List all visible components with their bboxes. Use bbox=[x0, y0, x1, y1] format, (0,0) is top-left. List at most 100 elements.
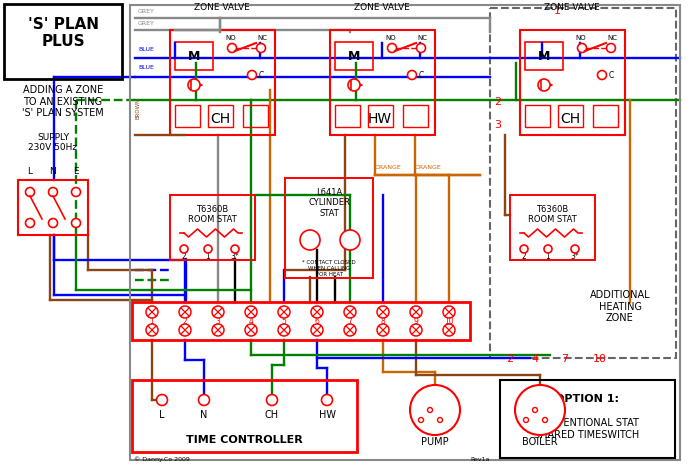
Text: C: C bbox=[419, 71, 424, 80]
Circle shape bbox=[26, 188, 34, 197]
Bar bbox=[368, 105, 393, 127]
Circle shape bbox=[322, 395, 333, 405]
Circle shape bbox=[443, 324, 455, 336]
Circle shape bbox=[179, 306, 191, 318]
Text: OPTION 1:: OPTION 1: bbox=[555, 394, 619, 404]
Text: N: N bbox=[200, 410, 208, 420]
Bar bbox=[490, 8, 676, 358]
Text: GREY: GREY bbox=[138, 21, 155, 26]
Circle shape bbox=[388, 44, 397, 52]
Circle shape bbox=[311, 306, 323, 318]
Bar bbox=[593, 105, 618, 127]
Circle shape bbox=[520, 245, 528, 253]
Text: 1: 1 bbox=[546, 252, 551, 261]
Bar bbox=[208, 105, 233, 127]
Circle shape bbox=[437, 417, 442, 423]
Text: L: L bbox=[437, 416, 442, 424]
Bar bbox=[170, 30, 275, 135]
Text: M: M bbox=[188, 51, 200, 64]
Text: V4043H
ZONE VALVE: V4043H ZONE VALVE bbox=[544, 0, 600, 12]
Text: NC: NC bbox=[417, 35, 427, 41]
Bar bbox=[335, 105, 360, 127]
Circle shape bbox=[266, 395, 277, 405]
Text: NO: NO bbox=[226, 35, 236, 41]
Circle shape bbox=[544, 245, 552, 253]
Circle shape bbox=[348, 79, 360, 91]
Circle shape bbox=[344, 306, 356, 318]
Circle shape bbox=[228, 44, 237, 52]
Text: 5: 5 bbox=[282, 316, 286, 326]
Circle shape bbox=[204, 245, 212, 253]
Bar bbox=[175, 105, 200, 127]
Bar bbox=[335, 42, 373, 70]
Circle shape bbox=[180, 245, 188, 253]
Text: N: N bbox=[531, 405, 538, 415]
Circle shape bbox=[48, 219, 57, 227]
Bar bbox=[500, 380, 675, 458]
Text: 3: 3 bbox=[494, 120, 501, 130]
Text: C: C bbox=[259, 71, 264, 80]
Text: SUPPLY
230V 50Hz: SUPPLY 230V 50Hz bbox=[28, 132, 77, 152]
Text: 3: 3 bbox=[215, 316, 220, 326]
Text: M: M bbox=[538, 51, 550, 64]
Circle shape bbox=[410, 306, 422, 318]
Text: C: C bbox=[347, 235, 353, 244]
Text: L: L bbox=[542, 416, 547, 424]
Circle shape bbox=[300, 230, 320, 250]
Text: NC: NC bbox=[257, 35, 267, 41]
Circle shape bbox=[578, 44, 586, 52]
Bar bbox=[510, 195, 595, 260]
Circle shape bbox=[199, 395, 210, 405]
Bar bbox=[18, 180, 88, 235]
Circle shape bbox=[212, 324, 224, 336]
Text: HW: HW bbox=[368, 112, 392, 126]
Text: © Danny.Co 2009: © Danny.Co 2009 bbox=[134, 456, 190, 462]
Bar bbox=[175, 42, 213, 70]
Text: M: M bbox=[348, 51, 360, 64]
Text: 8: 8 bbox=[381, 316, 386, 326]
Text: 1: 1 bbox=[206, 252, 210, 261]
Text: BLUE: BLUE bbox=[138, 47, 154, 52]
Circle shape bbox=[515, 385, 565, 435]
Circle shape bbox=[245, 324, 257, 336]
Text: T6360B
ROOM STAT: T6360B ROOM STAT bbox=[188, 205, 237, 224]
Circle shape bbox=[212, 306, 224, 318]
Circle shape bbox=[231, 245, 239, 253]
Text: 'S' PLAN
PLUS: 'S' PLAN PLUS bbox=[28, 17, 99, 50]
Bar bbox=[243, 105, 268, 127]
Text: 6: 6 bbox=[315, 316, 319, 326]
Circle shape bbox=[179, 324, 191, 336]
Text: ORANGE: ORANGE bbox=[375, 165, 402, 170]
Text: 7: 7 bbox=[348, 316, 353, 326]
Circle shape bbox=[377, 324, 389, 336]
Text: NC: NC bbox=[607, 35, 617, 41]
Bar bbox=[130, 5, 680, 460]
Text: N: N bbox=[426, 405, 433, 415]
Circle shape bbox=[146, 324, 158, 336]
Text: 2: 2 bbox=[506, 354, 513, 364]
Text: L: L bbox=[28, 167, 32, 176]
Circle shape bbox=[311, 324, 323, 336]
Bar bbox=[558, 105, 583, 127]
Bar bbox=[132, 380, 357, 452]
Circle shape bbox=[408, 71, 417, 80]
Text: 10: 10 bbox=[444, 316, 454, 326]
Circle shape bbox=[410, 324, 422, 336]
Bar bbox=[525, 42, 563, 70]
Circle shape bbox=[257, 44, 266, 52]
Text: CH: CH bbox=[265, 410, 279, 420]
Text: T6360B
ROOM STAT: T6360B ROOM STAT bbox=[528, 205, 577, 224]
Circle shape bbox=[410, 385, 460, 435]
Text: 9: 9 bbox=[413, 316, 418, 326]
Text: CONVENTIONAL STAT
SHARED TIMESWITCH: CONVENTIONAL STAT SHARED TIMESWITCH bbox=[534, 418, 640, 439]
Circle shape bbox=[598, 71, 607, 80]
Text: BROWN: BROWN bbox=[136, 98, 141, 119]
Text: BLUE: BLUE bbox=[138, 65, 154, 70]
Bar bbox=[170, 195, 255, 260]
Circle shape bbox=[72, 188, 81, 197]
Circle shape bbox=[344, 324, 356, 336]
Circle shape bbox=[278, 324, 290, 336]
Text: 2: 2 bbox=[183, 316, 188, 326]
Circle shape bbox=[571, 245, 579, 253]
Circle shape bbox=[542, 417, 547, 423]
